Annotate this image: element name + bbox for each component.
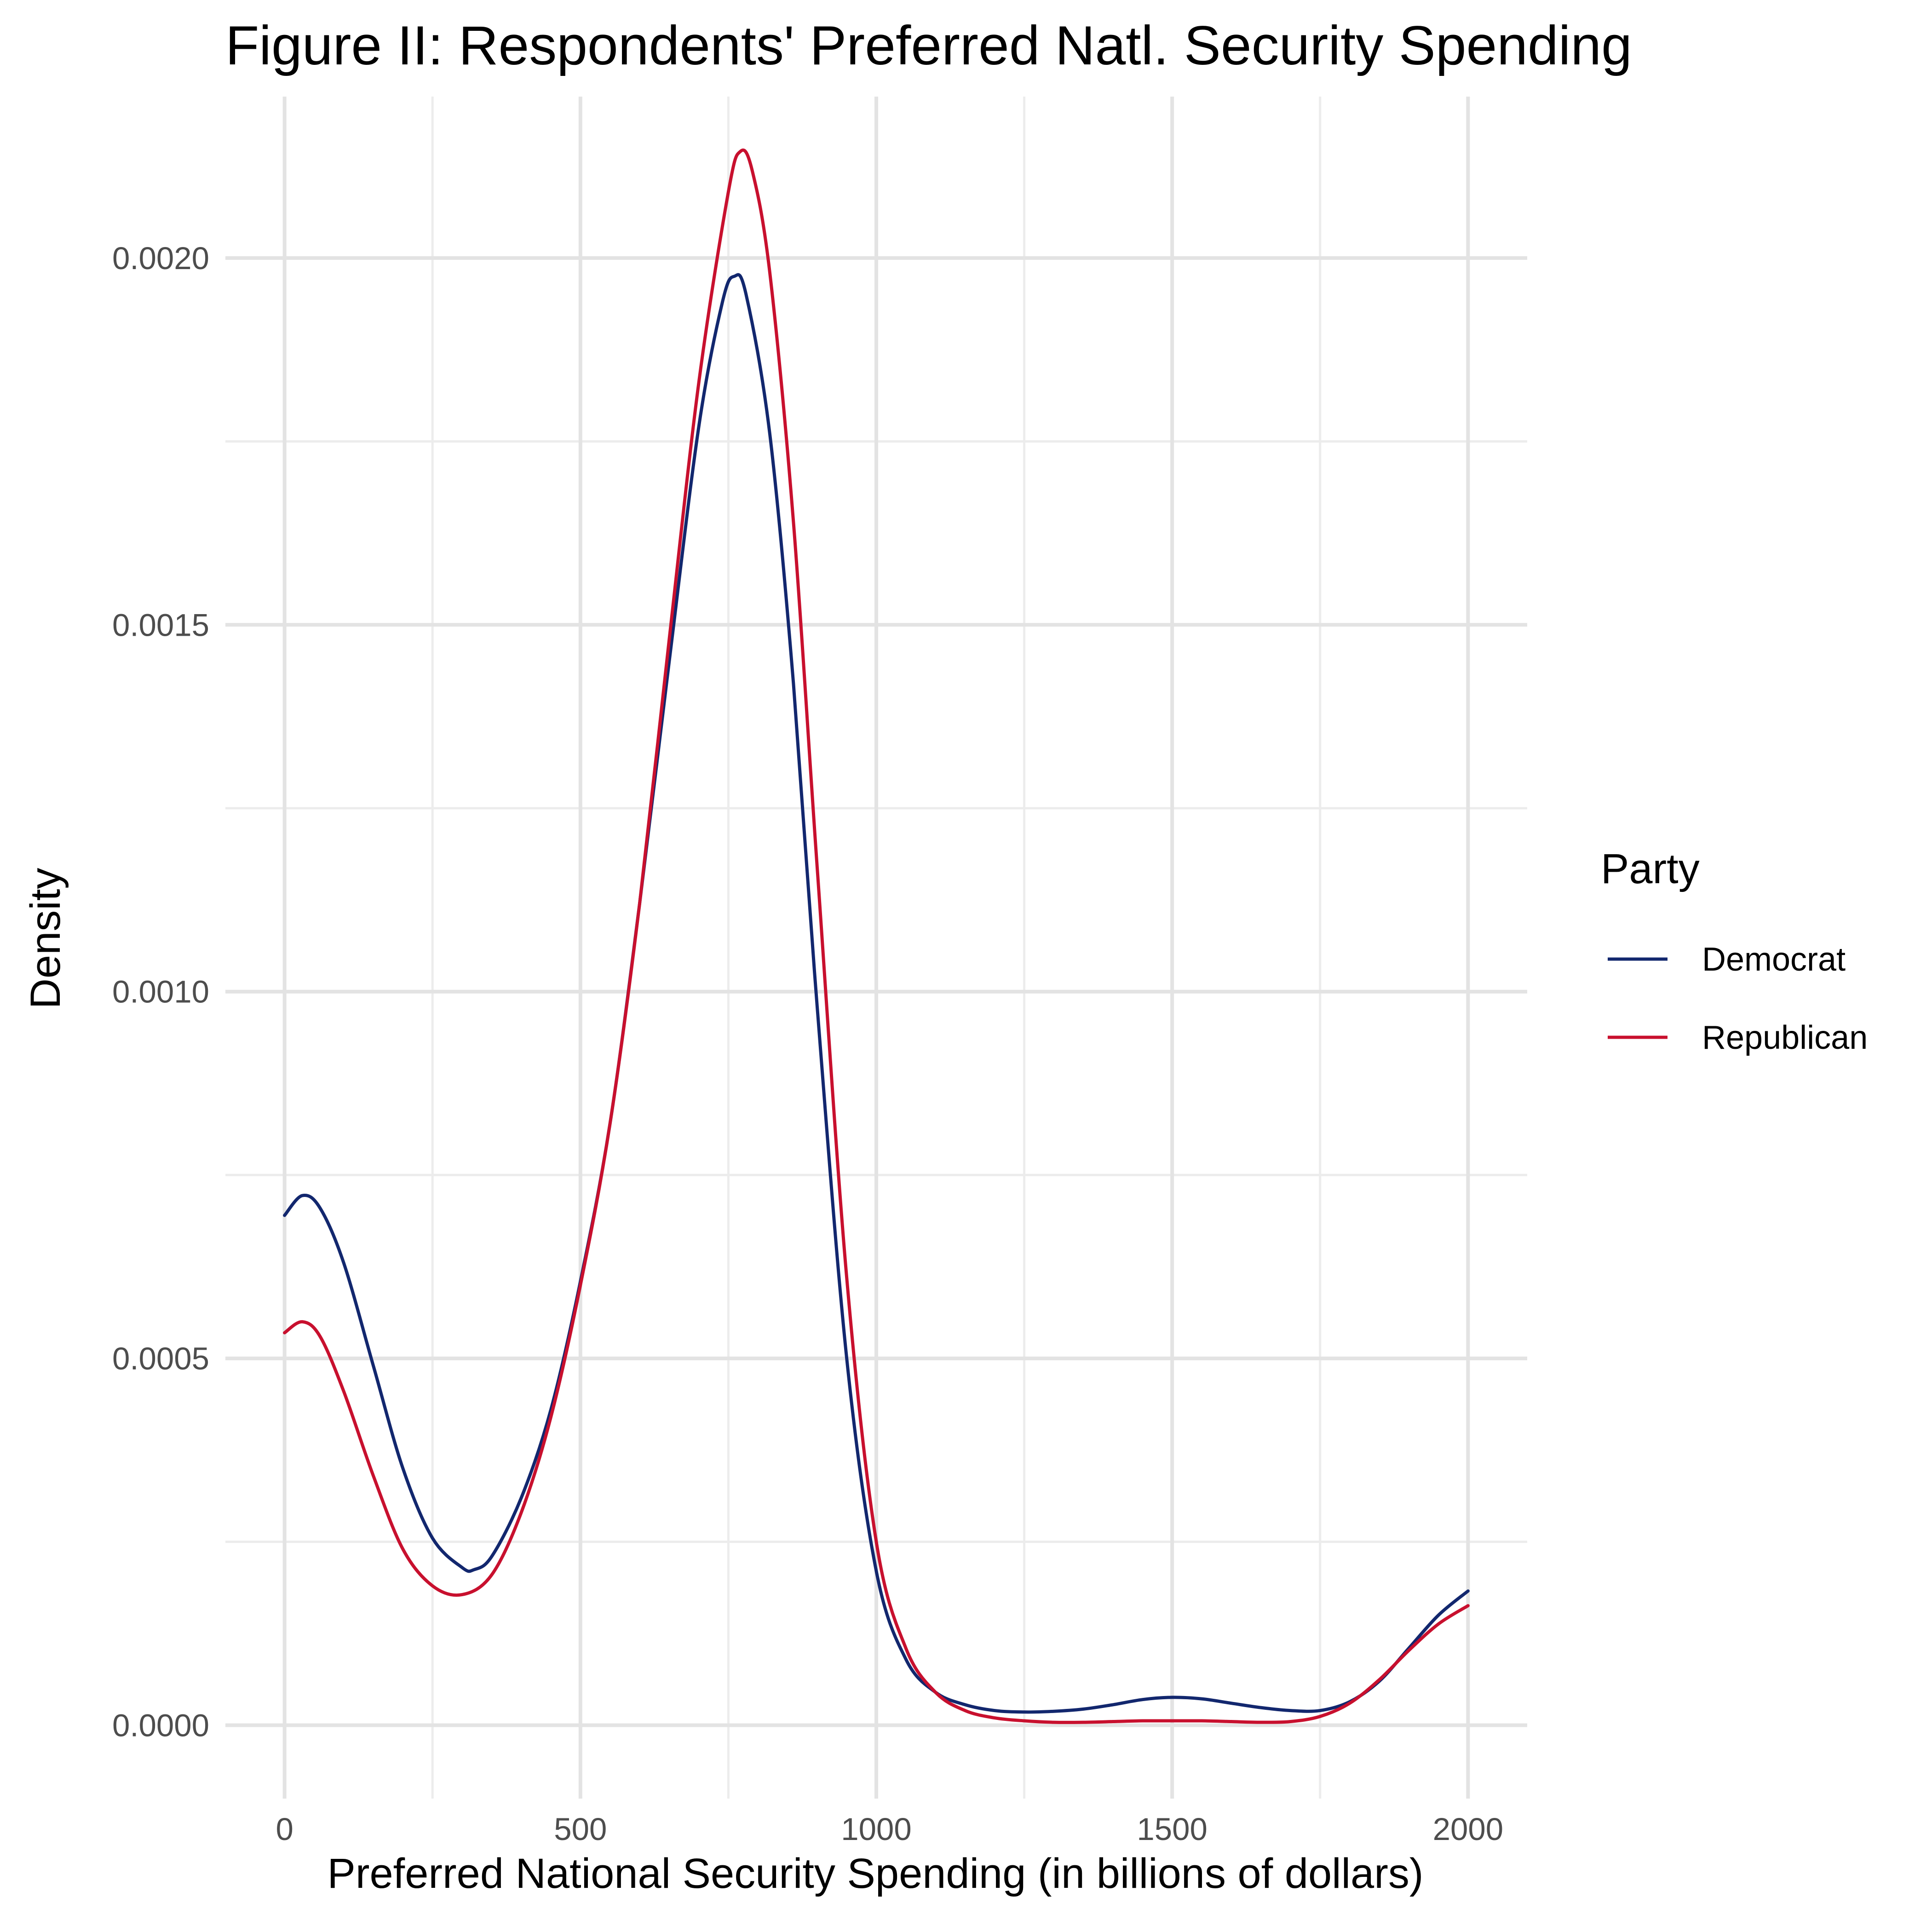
x-tick-label: 1000: [841, 1811, 912, 1847]
y-tick-label: 0.0010: [112, 974, 209, 1010]
x-axis-title: Preferred National Security Spending (in…: [328, 1850, 1424, 1897]
minor-gridlines-x: [431, 97, 1322, 1799]
legend-label-republican: Republican: [1702, 1019, 1868, 1056]
y-tick-label: 0.0005: [112, 1341, 209, 1376]
legend-title: Party: [1601, 845, 1700, 892]
x-tick-label: 2000: [1433, 1811, 1504, 1847]
density-line-republican: [283, 148, 1470, 1724]
y-axis-tick-labels: 0.0000 0.0005 0.0010 0.0015 0.0020: [112, 241, 209, 1743]
y-tick-label: 0.0000: [112, 1708, 209, 1743]
y-axis-title: Density: [22, 868, 69, 1009]
major-gridlines-x: [282, 97, 1470, 1799]
chart-title: Figure II: Respondents' Preferred Natl. …: [225, 15, 1632, 76]
legend: Party Democrat Republican: [1601, 845, 1868, 1056]
legend-items: Democrat Republican: [1608, 941, 1868, 1056]
x-axis-tick-labels: 0 500 1000 1500 2000: [276, 1811, 1503, 1847]
legend-label-democrat: Democrat: [1702, 941, 1846, 978]
y-tick-label: 0.0015: [112, 607, 209, 643]
x-tick-label: 500: [554, 1811, 607, 1847]
density-line-democrat: [283, 273, 1470, 1714]
density-curves: [283, 148, 1470, 1724]
x-tick-label: 1500: [1137, 1811, 1208, 1847]
x-tick-label: 0: [276, 1811, 293, 1847]
y-tick-label: 0.0020: [112, 241, 209, 276]
